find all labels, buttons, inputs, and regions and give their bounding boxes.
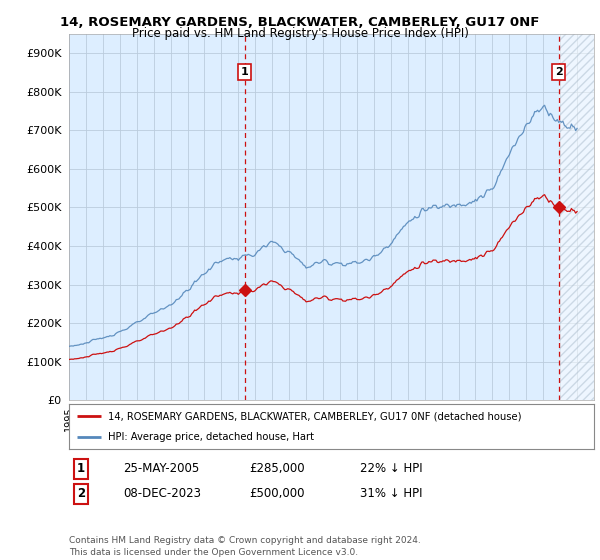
Text: 08-DEC-2023: 08-DEC-2023 <box>123 487 201 501</box>
Text: 14, ROSEMARY GARDENS, BLACKWATER, CAMBERLEY, GU17 0NF: 14, ROSEMARY GARDENS, BLACKWATER, CAMBER… <box>61 16 539 29</box>
Text: 14, ROSEMARY GARDENS, BLACKWATER, CAMBERLEY, GU17 0NF (detached house): 14, ROSEMARY GARDENS, BLACKWATER, CAMBER… <box>109 412 522 422</box>
Text: £500,000: £500,000 <box>249 487 305 501</box>
Text: 1: 1 <box>241 67 248 77</box>
Text: 22% ↓ HPI: 22% ↓ HPI <box>360 462 422 475</box>
Text: 31% ↓ HPI: 31% ↓ HPI <box>360 487 422 501</box>
Text: 25-MAY-2005: 25-MAY-2005 <box>123 462 199 475</box>
Text: HPI: Average price, detached house, Hart: HPI: Average price, detached house, Hart <box>109 432 314 442</box>
Text: 2: 2 <box>555 67 563 77</box>
Text: Price paid vs. HM Land Registry's House Price Index (HPI): Price paid vs. HM Land Registry's House … <box>131 27 469 40</box>
Text: 1: 1 <box>77 462 85 475</box>
Bar <box>559 34 594 400</box>
Text: Contains HM Land Registry data © Crown copyright and database right 2024.
This d: Contains HM Land Registry data © Crown c… <box>69 536 421 557</box>
Text: £285,000: £285,000 <box>249 462 305 475</box>
Text: 2: 2 <box>77 487 85 501</box>
